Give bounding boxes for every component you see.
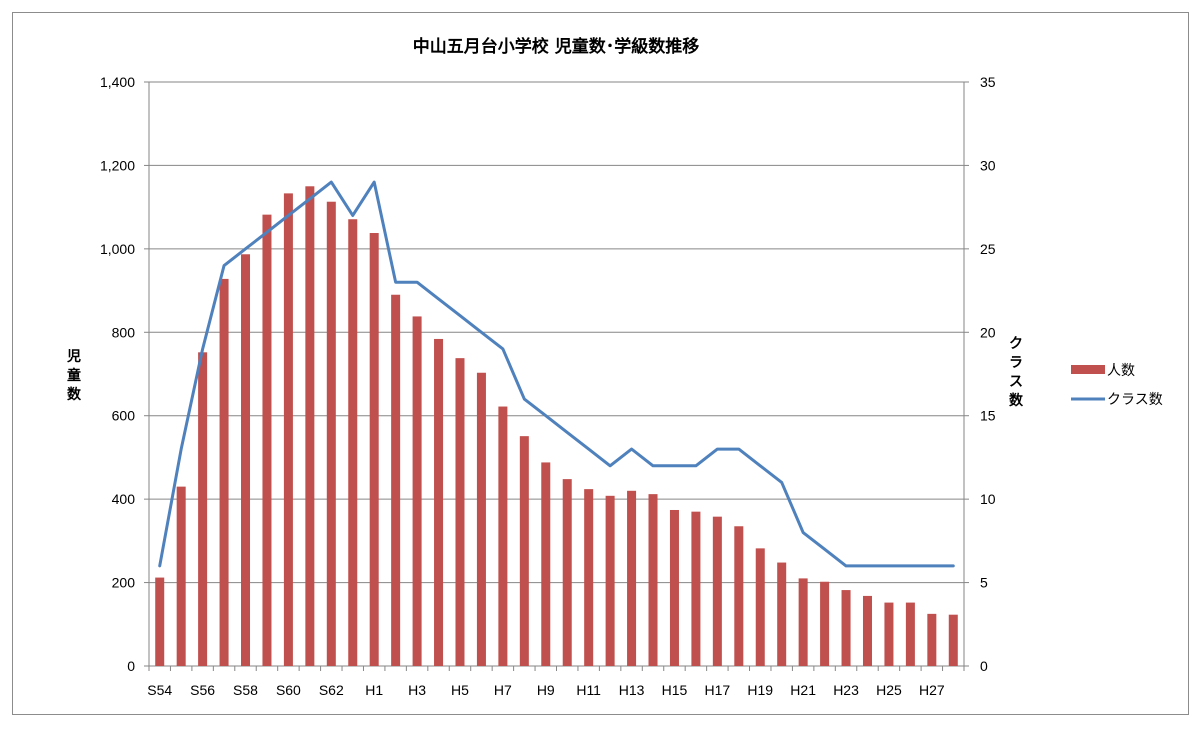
left-axis-tick-label: 400: [112, 491, 136, 507]
x-axis-tick-label: H13: [619, 682, 645, 698]
x-axis-tick-label: H17: [705, 682, 731, 698]
bar-students: [476, 372, 486, 666]
bar-students: [519, 436, 529, 666]
bar-students: [262, 214, 272, 666]
left-axis-title-char: 数: [67, 386, 82, 403]
x-axis-tick-label: H21: [790, 682, 816, 698]
bar-series-students: [155, 186, 958, 667]
legend-swatch-students: [1071, 365, 1105, 374]
left-axis-title-char: 児: [66, 349, 81, 365]
bar-students: [198, 352, 208, 666]
legend-label-students: 人数: [1107, 363, 1135, 379]
right-axis-title: クラス数: [1009, 336, 1024, 409]
bar-students: [562, 479, 572, 666]
bar-students: [712, 516, 722, 666]
bar-students: [948, 614, 958, 666]
bar-students: [605, 495, 615, 666]
bar-students: [155, 577, 165, 666]
bar-students: [820, 581, 830, 666]
left-axis-title: 児童数: [66, 349, 82, 403]
bar-students: [627, 490, 637, 666]
left-axis-tick-label: 0: [127, 658, 135, 674]
legend-label-classes: クラス数: [1107, 392, 1163, 408]
x-axis-tick-label: H7: [494, 682, 512, 698]
right-axis-title-char: ク: [1009, 336, 1023, 352]
right-axis-title-char: ラ: [1009, 355, 1023, 371]
left-axis-tick-label: 1,200: [100, 157, 135, 173]
bar-students: [648, 494, 658, 666]
right-axis-tick-label: 10: [980, 491, 996, 507]
bar-students: [905, 602, 915, 666]
x-axis-tick-label: H27: [919, 682, 945, 698]
x-axis-tick-label: H19: [747, 682, 773, 698]
x-axis-tick-label: H3: [408, 682, 426, 698]
bar-students: [862, 595, 872, 666]
left-axis-tick-label: 1,400: [100, 74, 135, 90]
bar-students: [884, 602, 894, 666]
bar-students: [305, 186, 315, 667]
right-axis-tick-label: 25: [980, 241, 996, 257]
left-axis-tick-label: 1,000: [100, 241, 135, 257]
x-axis-tick-label: S58: [233, 682, 258, 698]
bar-students: [176, 486, 186, 666]
bar-students: [669, 509, 679, 666]
x-axis-tick-label: H23: [833, 682, 859, 698]
bar-students: [348, 219, 358, 667]
x-axis-tick-labels: S54 S56 S58 S60 S62 H1 H3 H5 H7 H9 H11 H13 H15 H17 H19…: [147, 682, 945, 698]
bar-students: [498, 406, 508, 666]
left-axis-tick-label: 800: [112, 324, 136, 340]
right-axis-tick-labels: 0 5 10 15 20 25 30 35: [980, 74, 996, 674]
bar-students: [241, 254, 251, 666]
chart-border: [12, 12, 1189, 715]
x-axis-tick-label: S56: [190, 682, 215, 698]
line-series-classes: [158, 180, 955, 568]
bar-students: [369, 233, 379, 666]
bar-students: [798, 578, 808, 666]
right-axis-tick-label: 35: [980, 74, 996, 90]
bar-students: [777, 562, 787, 666]
right-axis-tick-label: 5: [980, 575, 988, 591]
right-axis-title-char: 数: [1009, 392, 1024, 409]
bar-students: [541, 462, 551, 666]
bar-students: [455, 358, 465, 666]
bar-students: [412, 316, 422, 666]
left-axis-title-char: 童: [67, 367, 81, 384]
x-axis-tick-label: H11: [576, 682, 601, 698]
x-axis-tick-label: S54: [147, 682, 172, 698]
left-axis-tick-labels: 0 200 400 600 800 1,000 1,200 1,400: [100, 74, 135, 674]
line-classes: [158, 180, 955, 568]
bar-students: [219, 278, 229, 666]
right-axis-tick-label: 15: [980, 408, 996, 424]
chart-title: 中山五月台小学校 児童数･学級数推移: [413, 36, 699, 57]
bar-students: [434, 338, 444, 666]
x-axis-tick-label: H5: [451, 682, 469, 698]
right-axis-tick-label: 0: [980, 658, 988, 674]
x-axis-tick-label: H9: [537, 682, 555, 698]
bar-students: [283, 193, 293, 666]
x-axis-tick-label: H15: [662, 682, 688, 698]
right-axis-title-char: ス: [1009, 374, 1023, 390]
bar-students: [691, 511, 701, 666]
right-axis-tick-label: 30: [980, 157, 996, 173]
right-axis-tick-label: 20: [980, 324, 996, 340]
bar-students: [755, 548, 765, 666]
bar-students: [927, 613, 937, 666]
x-axis-tick-label: H1: [365, 682, 383, 698]
x-axis-tick-label: S62: [319, 682, 344, 698]
left-axis-tick-label: 200: [112, 575, 136, 591]
bar-students: [734, 526, 744, 666]
bar-students: [391, 294, 401, 666]
left-axis-tick-label: 600: [112, 408, 136, 424]
x-axis-tick-label: H25: [876, 682, 902, 698]
bar-students: [841, 590, 851, 666]
bar-students: [584, 489, 594, 666]
bar-students: [326, 201, 336, 666]
x-axis-tick-label: S60: [276, 682, 301, 698]
